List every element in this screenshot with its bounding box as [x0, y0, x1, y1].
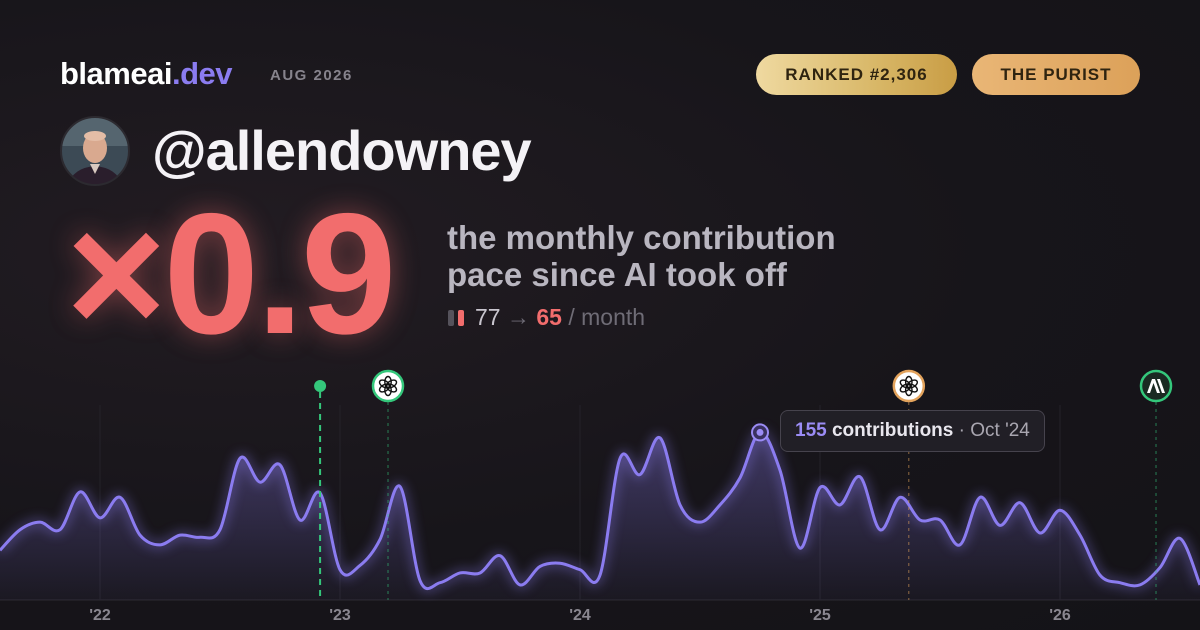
highlight-dot: [756, 428, 764, 436]
brand-name: blameai: [60, 56, 172, 91]
type-badge: THE PURIST: [972, 54, 1140, 95]
anthropic-glyph: [1147, 379, 1166, 393]
area: [0, 432, 1200, 600]
description: pace since AI took off: [447, 256, 787, 293]
description: the monthly contribution: [447, 219, 836, 256]
openai-glyph: [899, 379, 912, 389]
x-tick-label: '25: [809, 607, 831, 624]
tooltip-value: 155: [795, 420, 827, 442]
event-dot: [314, 380, 327, 392]
pace-from: 77: [475, 304, 501, 330]
avatar: [60, 116, 130, 186]
pace-unit: / month: [568, 304, 646, 330]
line: [0, 430, 1200, 591]
x-tick-label: '22: [89, 607, 111, 624]
x-tick-label: '24: [569, 607, 591, 624]
tooltip: 155 contributions · Oct '24: [780, 410, 1045, 453]
openai-glyph: [378, 379, 391, 389]
tooltip-date: Oct '24: [970, 420, 1030, 442]
brand-tld: .dev: [171, 56, 233, 91]
period: AUG 2026: [270, 67, 353, 84]
event-icon-bg: [892, 369, 926, 403]
tooltip-separator: ·: [958, 420, 965, 442]
event-marker: [314, 380, 327, 600]
event-icon-bg: [371, 369, 405, 403]
multiplier: ×0.9: [66, 178, 397, 370]
event-marker: [1139, 369, 1173, 600]
brand: blameai.dev: [60, 56, 232, 92]
pace-arrow: →: [506, 304, 530, 330]
event-marker: [892, 369, 926, 600]
pace-icon: [448, 310, 464, 326]
x-tick-label: '23: [329, 607, 351, 624]
tooltip-unit: contributions: [831, 420, 954, 442]
handle: @allendowney: [152, 119, 532, 182]
pace-to: 65: [536, 304, 562, 330]
rank-badge: RANKED #2,306: [756, 54, 957, 95]
x-tick-label: '26: [1049, 607, 1071, 624]
pace: 77 → 65 / month: [447, 304, 645, 331]
event-marker: [371, 369, 405, 600]
